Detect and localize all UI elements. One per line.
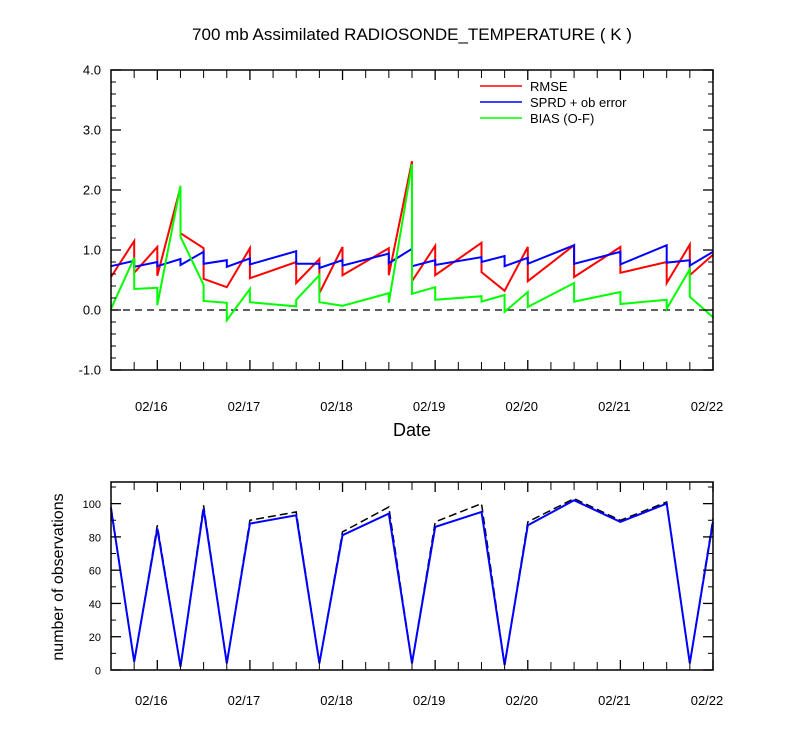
x-tick-label: 02/18 — [320, 399, 353, 414]
bottom-y-axis-label: number of observations — [50, 493, 67, 660]
y-tick-label: 1.0 — [83, 243, 101, 258]
bot-series-line-assimilated — [110, 499, 714, 667]
top-axis-ticks: -1.0 0.0 1.0 2.0 3.0 4.0 02/16 02/17 02/18 02/19 0… — [79, 63, 724, 415]
y-tick-label: 40 — [89, 599, 101, 611]
x-tick-label: 02/21 — [598, 693, 631, 708]
y-tick-label: 0 — [95, 666, 101, 678]
x-tick-label: 02/21 — [598, 399, 631, 414]
y-tick-label: 60 — [89, 566, 101, 578]
x-tick-label: 02/22 — [691, 693, 724, 708]
bottom-axis-ticks: 0 20 40 60 80 100 02/16 02/17 02/18 02/19 02/20 02/… — [83, 482, 724, 708]
y-tick-label: 100 — [83, 499, 101, 511]
legend-label-sprd: SPRD + ob error — [530, 95, 627, 110]
legend-label-bias: BIAS (O-F) — [530, 111, 594, 126]
x-tick-label: 02/16 — [135, 399, 168, 414]
x-tick-label: 02/16 — [135, 693, 168, 708]
x-tick-label: 02/17 — [228, 399, 261, 414]
y-tick-label: 0.0 — [83, 303, 101, 318]
bottom-plot-frame — [110, 481, 714, 671]
bottom-series-group — [110, 497, 714, 667]
x-tick-label: 02/19 — [413, 693, 446, 708]
legend: RMSE SPRD + ob error BIAS (O-F) — [480, 79, 627, 126]
top-chart: -1.0 0.0 1.0 2.0 3.0 4.0 02/16 02/17 02/18 02/19 0… — [79, 63, 724, 441]
y-tick-label: 2.0 — [83, 183, 101, 198]
x-tick-label: 02/18 — [320, 693, 353, 708]
top-series-line-bias-o-f — [110, 164, 714, 324]
top-series-line-sprd-ob-error — [110, 243, 714, 270]
y-tick-label: 3.0 — [83, 123, 101, 138]
y-tick-label: 4.0 — [83, 63, 101, 78]
top-chart-title: 700 mb Assimilated RADIOSONDE_TEMPERATUR… — [192, 25, 632, 44]
y-tick-label: -1.0 — [79, 363, 101, 378]
top-series-group — [110, 161, 714, 324]
x-tick-label: 02/19 — [413, 399, 446, 414]
y-tick-label: 20 — [89, 632, 101, 644]
top-x-axis-label: Date — [393, 420, 431, 440]
x-tick-label: 02/17 — [228, 693, 261, 708]
legend-label-rmse: RMSE — [530, 79, 568, 94]
x-tick-label: 02/20 — [505, 399, 538, 414]
bottom-chart: 0 20 40 60 80 100 02/16 02/17 02/18 02/19 02/20 02/… — [50, 481, 724, 708]
x-tick-label: 02/22 — [691, 399, 724, 414]
x-tick-label: 02/20 — [505, 693, 538, 708]
y-tick-label: 80 — [89, 532, 101, 544]
